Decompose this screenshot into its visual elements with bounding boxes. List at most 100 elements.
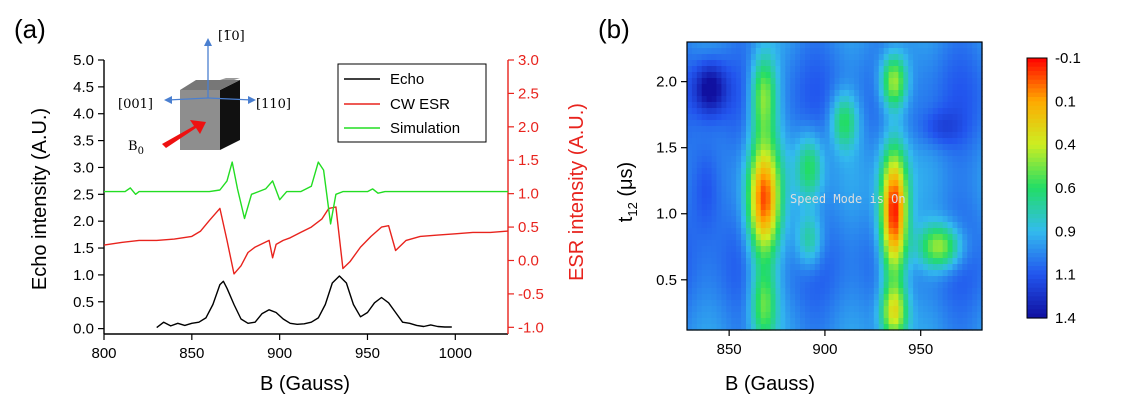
heatmap-cell <box>957 78 963 85</box>
heatmap-cell <box>790 96 796 103</box>
heatmap-cell <box>765 102 772 109</box>
heatmap-cell <box>711 90 718 97</box>
heatmap-cell <box>962 66 968 73</box>
heatmap-cell <box>908 192 914 199</box>
heatmap-cell <box>760 60 767 67</box>
heatmap-cell <box>741 108 747 115</box>
heatmap-cell <box>706 288 713 295</box>
heatmap-cell <box>775 84 782 91</box>
heatmap-cell <box>908 42 914 49</box>
heatmap-cell <box>731 324 737 331</box>
heatmap-cell <box>780 120 786 127</box>
heatmap-cell <box>893 114 900 121</box>
heatmap-cell <box>687 168 693 175</box>
heatmap-cell <box>977 306 983 313</box>
heatmap-cell <box>696 294 703 301</box>
heatmap-cell <box>932 234 939 241</box>
heatmap-cell <box>726 318 732 325</box>
heatmap-cell <box>952 48 959 55</box>
heatmap-cell <box>775 246 782 253</box>
heatmap-cell <box>795 294 801 301</box>
heatmap-cell <box>859 210 865 217</box>
heatmap-cell <box>809 324 816 331</box>
heatmap-cell <box>746 282 752 289</box>
heatmap-cell <box>809 48 816 55</box>
heatmap-cell <box>711 288 718 295</box>
heatmap-cell <box>755 240 762 247</box>
heatmap-cell <box>746 150 752 157</box>
heatmap-cell <box>775 126 782 133</box>
heatmap-cell <box>977 252 983 259</box>
heatmap-cell <box>731 246 737 253</box>
heatmap-cell <box>839 42 845 49</box>
heatmap-cell <box>873 156 880 163</box>
heatmap-cell <box>859 204 865 211</box>
heatmap-cell <box>952 192 959 199</box>
heatmap-cell <box>834 114 841 121</box>
heatmap-cell <box>770 240 777 247</box>
heatmap-cell <box>849 60 855 67</box>
heatmap-cell <box>785 42 791 49</box>
heatmap-cell <box>898 300 904 307</box>
heatmap-cell <box>775 288 782 295</box>
colorbar-segment <box>1027 309 1047 315</box>
heatmap-cell <box>918 168 924 175</box>
heatmap-cell <box>731 264 737 271</box>
heatmap-cell <box>785 228 791 235</box>
heatmap-cell <box>962 270 968 277</box>
heatmap-cell <box>888 108 895 115</box>
heatmap-cell <box>696 60 703 67</box>
heatmap-cell <box>780 228 786 235</box>
heatmap-cell <box>952 246 959 253</box>
heatmap-cell <box>760 66 767 73</box>
heatmap-cell <box>957 126 963 133</box>
heatmap-cell <box>888 288 895 295</box>
heatmap-cell <box>942 222 949 229</box>
heatmap-cell <box>927 204 934 211</box>
heatmap-cell <box>942 258 949 265</box>
heatmap-cell <box>962 210 968 217</box>
heatmap-cell <box>854 276 860 283</box>
heatmap-cell <box>687 150 693 157</box>
heatmap-cell <box>819 144 826 151</box>
heatmap-cell <box>888 210 895 217</box>
heatmap-cell <box>691 288 698 295</box>
heatmap-cell <box>918 138 924 145</box>
heatmap-cell <box>726 48 732 55</box>
heatmap-cell <box>721 312 727 319</box>
heatmap-cell <box>706 60 713 67</box>
heatmap-cell <box>942 138 949 145</box>
heatmap-cell <box>696 96 703 103</box>
heatmap-cell <box>883 150 890 157</box>
heatmap-cell <box>775 42 782 49</box>
heatmap-cell <box>908 264 914 271</box>
heatmap-cell <box>711 78 718 85</box>
heatmap-cell <box>829 234 836 241</box>
heatmap-cell <box>878 222 885 229</box>
heatmap-cell <box>913 132 919 139</box>
heatmap-cell <box>736 270 742 277</box>
heatmap-cell <box>765 324 772 331</box>
heatmap-cell <box>805 60 811 67</box>
heatmap-cell <box>918 246 924 253</box>
heatmap-cell <box>972 192 978 199</box>
heatmap-cell <box>746 204 752 211</box>
heatmap-cell <box>908 210 914 217</box>
heatmap-cell <box>903 324 909 331</box>
heatmap-cell <box>736 222 742 229</box>
heatmap-cell <box>760 168 767 175</box>
heatmap-cell <box>736 306 742 313</box>
colorbar-segment <box>1027 114 1047 120</box>
heatmap-cell <box>844 120 850 127</box>
heatmap-cell <box>760 318 767 325</box>
heatmap-cell <box>947 222 954 229</box>
heatmap-cell <box>898 258 904 265</box>
heatmap-cell <box>819 54 826 61</box>
heatmap-cell <box>721 186 727 193</box>
heatmap-cell <box>927 114 934 121</box>
heatmap-cell <box>932 42 939 49</box>
heatmap-cell <box>706 204 713 211</box>
heatmap-cell <box>829 288 836 295</box>
heatmap-cell <box>790 288 796 295</box>
heatmap-cell <box>898 168 904 175</box>
